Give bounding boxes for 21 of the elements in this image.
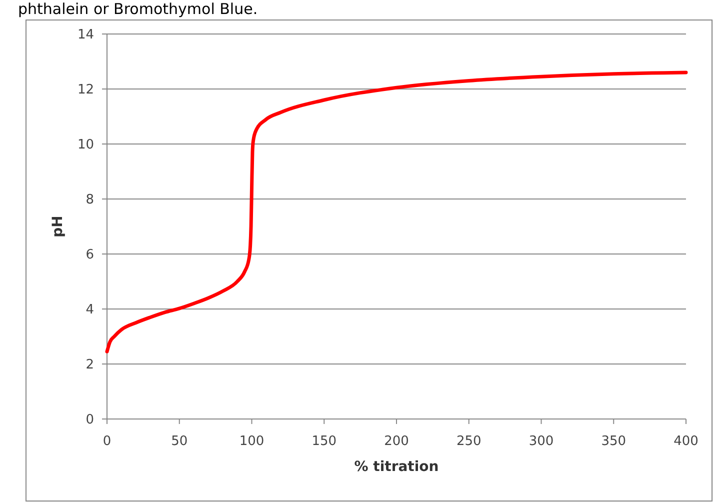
x-tick-label: 300 [528,434,554,449]
y-tick-label: 2 [86,358,94,373]
y-tick-label: 12 [77,82,94,98]
x-tick-label: 400 [674,434,698,449]
x-tick-label: 0 [102,434,112,449]
x-axis-title: % titration [354,459,439,475]
y-tick-label: 0 [86,412,94,428]
y-tick-label: 4 [86,302,94,318]
x-tick-label: 150 [312,434,337,449]
line-series [105,70,688,354]
x-tick-label: 350 [601,434,626,449]
y-tick-label: 10 [77,138,94,153]
y-tick-label: 14 [77,28,94,43]
x-tick-label: 250 [456,434,482,449]
y-tick-label: 8 [86,192,94,208]
y-tick-label: 6 [86,248,94,263]
x-tick-label: 100 [239,434,264,449]
y-axis-title: pH [50,216,66,238]
text: phthalein or Bromothymol Blue. [18,0,258,18]
x-tick-label: 50 [171,434,188,449]
x-tick-label: 200 [384,434,409,449]
